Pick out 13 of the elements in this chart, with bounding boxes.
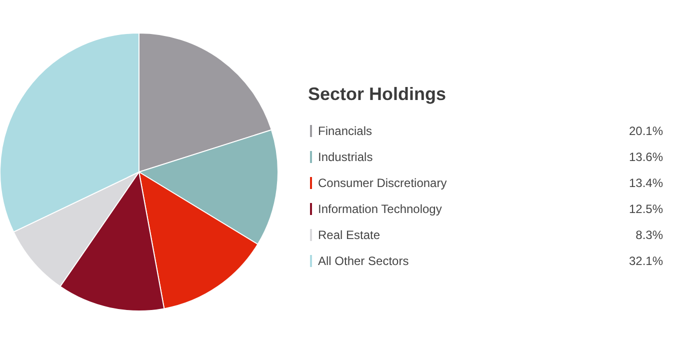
legend-label: Consumer Discretionary [318, 176, 447, 190]
legend-label: All Other Sectors [318, 254, 409, 268]
data-label: 13.6% [628, 150, 664, 164]
data-label: 13.4% [628, 176, 664, 190]
legend-label: Information Technology [318, 202, 442, 216]
data-label: 32.1% [628, 254, 664, 268]
data-label: 20.1% [628, 124, 664, 138]
text: Sector Holdings [308, 84, 446, 104]
legend-label: Financials [318, 124, 372, 138]
data-label: 12.5% [628, 202, 664, 216]
legend-label: Real Estate [318, 228, 380, 242]
legend-label: Industrials [318, 150, 373, 164]
data-label: 8.3% [636, 228, 664, 242]
